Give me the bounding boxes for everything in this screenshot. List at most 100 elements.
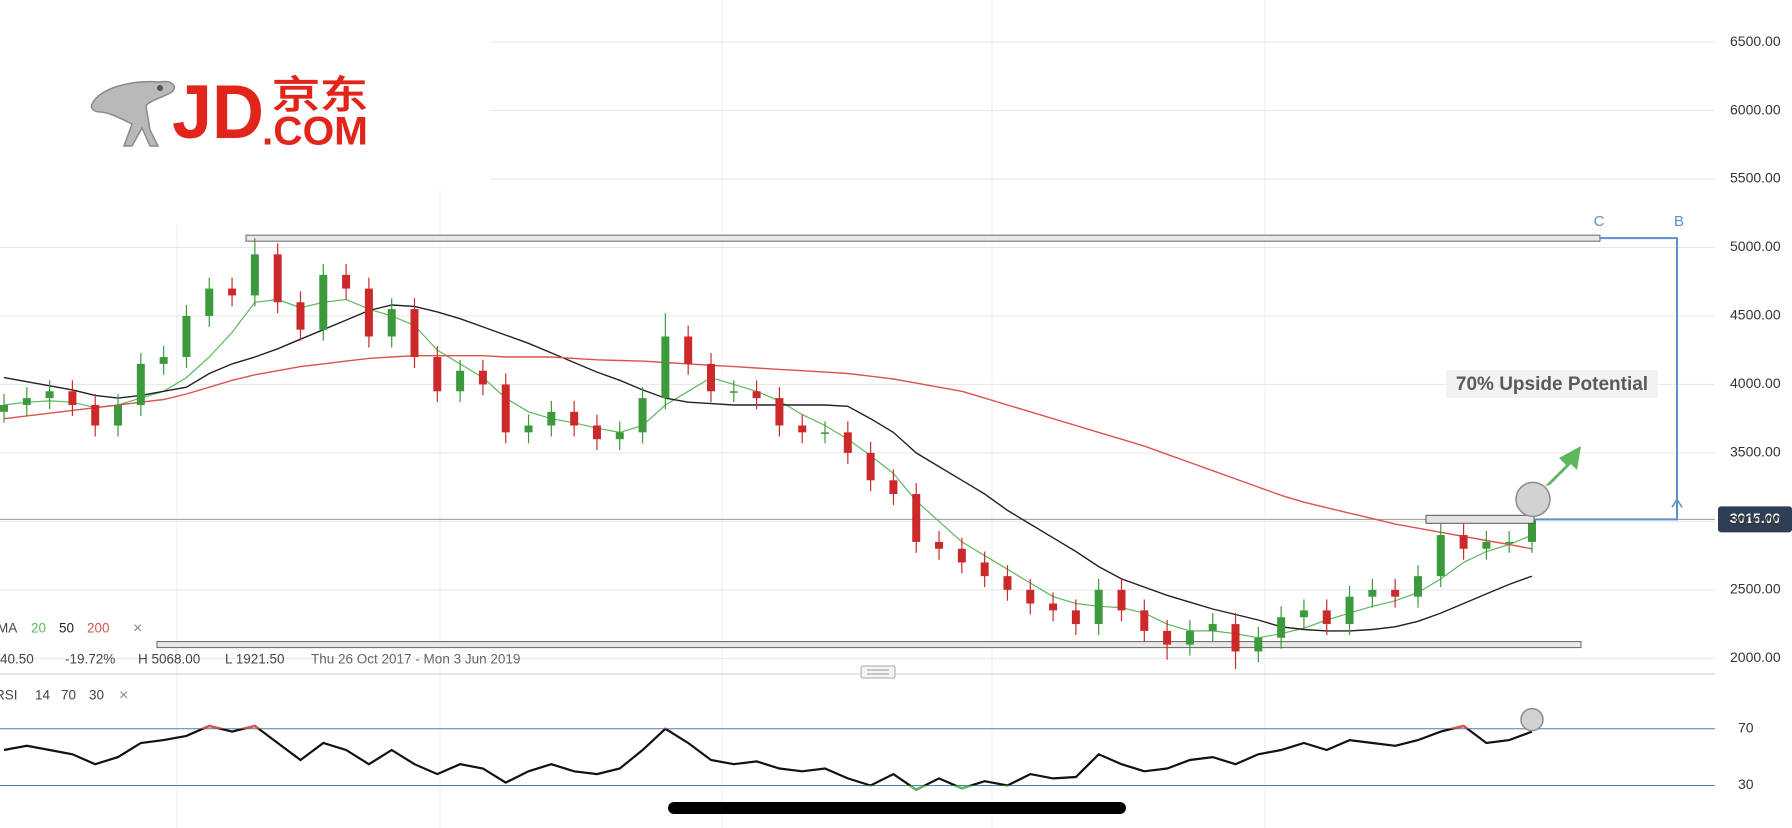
high-stat: H 5068.00 [138, 652, 200, 667]
candle-body [1049, 603, 1058, 611]
low-stat: L 1921.50 [225, 652, 285, 667]
candle-body [957, 548, 966, 563]
rsi-tick-label: 30 [1738, 776, 1754, 792]
logo-brand: JD [172, 70, 264, 155]
candle-body [912, 493, 921, 542]
annotation-box [1446, 370, 1658, 398]
candle-body [684, 336, 693, 364]
candle-body [1117, 589, 1126, 611]
y-tick-label: 5500.00 [1730, 170, 1781, 186]
price-marker [1515, 481, 1551, 518]
home-indicator [668, 802, 1126, 814]
candle-body [1528, 519, 1536, 542]
rsi-param: 14 [35, 688, 51, 703]
candle-body [843, 432, 852, 453]
candle-body [1231, 624, 1240, 652]
level-band [156, 641, 1582, 649]
candle-body [866, 452, 875, 481]
candle-body [935, 541, 944, 549]
up-arrow [1545, 446, 1581, 486]
candle-body [706, 363, 715, 392]
candle-body [342, 274, 351, 289]
level-band [245, 234, 1601, 242]
candle-body [159, 357, 168, 364]
candle-body [798, 425, 807, 433]
candle-body [1345, 596, 1354, 625]
y-tick-label: 4500.00 [1730, 307, 1781, 323]
candle-body [729, 391, 738, 393]
rsi-line [3, 724, 1533, 791]
candle-body [1436, 535, 1445, 577]
candle-body [228, 288, 237, 296]
legend-entry: 20 [31, 621, 46, 636]
candle-body [0, 404, 8, 412]
candle-body [45, 391, 54, 399]
ma-close[interactable]: × [133, 620, 142, 637]
candle-body [1368, 589, 1377, 597]
candle-body [889, 480, 898, 494]
ma-label: MA [0, 621, 17, 636]
rsi-param: 30 [89, 688, 104, 703]
candle-body [182, 315, 191, 358]
annotation-text: 70% Upside Potential [1456, 374, 1648, 395]
change: 40.50 [0, 652, 34, 667]
y-tick-label: 4000.00 [1730, 375, 1781, 391]
change-pct: -19.72% [65, 652, 115, 667]
candle-body [570, 411, 579, 426]
candle-body [1299, 610, 1308, 618]
candle-body [661, 336, 670, 399]
rsi-panel: 30 70 [0, 707, 1754, 792]
candle-body [615, 432, 624, 440]
plot-layer [0, 234, 1715, 670]
date-range: Thu 26 Oct 2017 - Mon 3 Jun 2019 [311, 652, 520, 667]
point-label: C [1594, 213, 1605, 230]
candle-body [821, 432, 830, 434]
candle-body [1071, 610, 1080, 625]
candle-body [1254, 637, 1263, 652]
candle-body [524, 425, 533, 433]
price-tag-label: 3015.00 [1730, 510, 1781, 526]
candle-body [1505, 541, 1514, 544]
ma-line [3, 304, 1533, 632]
legend-entry: 50 [59, 621, 74, 636]
rsi-oversold [866, 785, 1011, 792]
y-tick-label: 3500.00 [1730, 444, 1781, 460]
candle-body [273, 254, 282, 303]
candle-body [1391, 589, 1400, 597]
candle-body [1163, 630, 1172, 645]
candle-body [1413, 576, 1422, 597]
candle-body [478, 370, 487, 385]
rsi-marker [1520, 707, 1544, 732]
candle-body [364, 288, 373, 337]
current-box [1425, 514, 1535, 524]
candle-body [1459, 535, 1468, 549]
panel-resize-handle[interactable] [860, 665, 896, 679]
candle-body [1026, 589, 1035, 604]
point-label: B [1674, 213, 1684, 230]
candle-body [1140, 610, 1149, 631]
candle-body [319, 274, 328, 330]
candle-body [22, 398, 31, 405]
measure-bracket [1534, 237, 1678, 521]
candle-body [114, 404, 123, 426]
grid-layer [0, 0, 1715, 828]
candle-body [1208, 624, 1217, 631]
candle-body [1277, 617, 1286, 638]
y-tick-label: 6500.00 [1730, 33, 1781, 49]
candle-body [250, 254, 259, 296]
logo-dog [90, 80, 176, 147]
logo-com: .COM [262, 110, 368, 154]
spacer [1280, 368, 1792, 369]
candle-body [752, 391, 761, 399]
rsi-param: 70 [61, 688, 76, 703]
candle-body [1094, 589, 1103, 625]
candle-body [501, 384, 510, 433]
y-tick-label: 5000.00 [1730, 238, 1781, 254]
candle-body [1322, 610, 1331, 625]
y-tick-label: 2000.00 [1730, 649, 1781, 665]
rsi-close[interactable]: × [119, 687, 128, 704]
logo-cn: 京东 [272, 75, 368, 117]
logo: JD 京东 .COM [0, 0, 490, 190]
ma-line [3, 355, 1533, 550]
